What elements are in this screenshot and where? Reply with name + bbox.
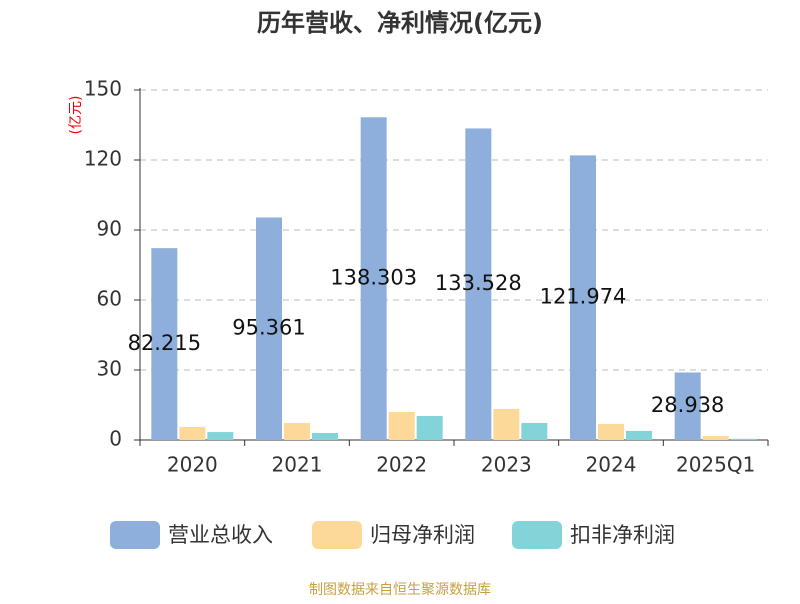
bar xyxy=(388,412,415,440)
bar xyxy=(626,430,652,440)
source-note: 制图数据来自恒生聚源数据库 xyxy=(309,582,491,598)
bar xyxy=(284,422,310,440)
bar xyxy=(256,217,282,440)
y-tick-label: 0 xyxy=(109,427,122,451)
data-label: 95.361 xyxy=(232,316,305,340)
bar xyxy=(360,117,387,440)
x-tick-label: 2022 xyxy=(376,453,427,477)
legend-swatch xyxy=(312,521,362,549)
bar xyxy=(570,155,596,441)
bar xyxy=(179,426,206,440)
bar xyxy=(151,248,178,440)
data-label: 121.974 xyxy=(540,285,627,309)
bar xyxy=(312,433,338,440)
x-tick-label: 2020 xyxy=(167,453,218,477)
bar xyxy=(730,438,757,440)
x-tick-label: 2021 xyxy=(272,453,323,477)
bar xyxy=(702,436,729,440)
bar xyxy=(598,423,624,440)
bar xyxy=(521,422,548,440)
x-tick-label: 2023 xyxy=(481,453,532,477)
bar xyxy=(416,415,443,440)
bar xyxy=(207,432,234,440)
y-tick-label: 150 xyxy=(84,77,122,101)
data-label: 82.215 xyxy=(128,331,201,355)
y-tick-label: 90 xyxy=(97,217,122,241)
data-label: 138.303 xyxy=(330,266,417,290)
legend-label: 营业总收入 xyxy=(168,523,273,547)
legend-swatch xyxy=(512,521,562,549)
legend-swatch xyxy=(110,521,160,549)
legend-label: 扣非净利润 xyxy=(570,523,675,547)
bar xyxy=(493,408,520,440)
x-tick-label: 2025Q1 xyxy=(676,453,755,477)
bar xyxy=(465,128,492,440)
data-label: 28.938 xyxy=(651,393,724,417)
chart-title: 历年营收、净利情况(亿元) xyxy=(257,9,543,37)
legend-label: 归母净利润 xyxy=(370,523,475,547)
y-tick-label: 60 xyxy=(97,287,122,311)
data-label: 133.528 xyxy=(435,271,522,295)
y-axis-label: (亿元) xyxy=(68,96,84,135)
y-tick-label: 120 xyxy=(84,147,122,171)
y-tick-label: 30 xyxy=(97,357,122,381)
bar xyxy=(674,372,701,440)
x-tick-label: 2024 xyxy=(586,453,637,477)
